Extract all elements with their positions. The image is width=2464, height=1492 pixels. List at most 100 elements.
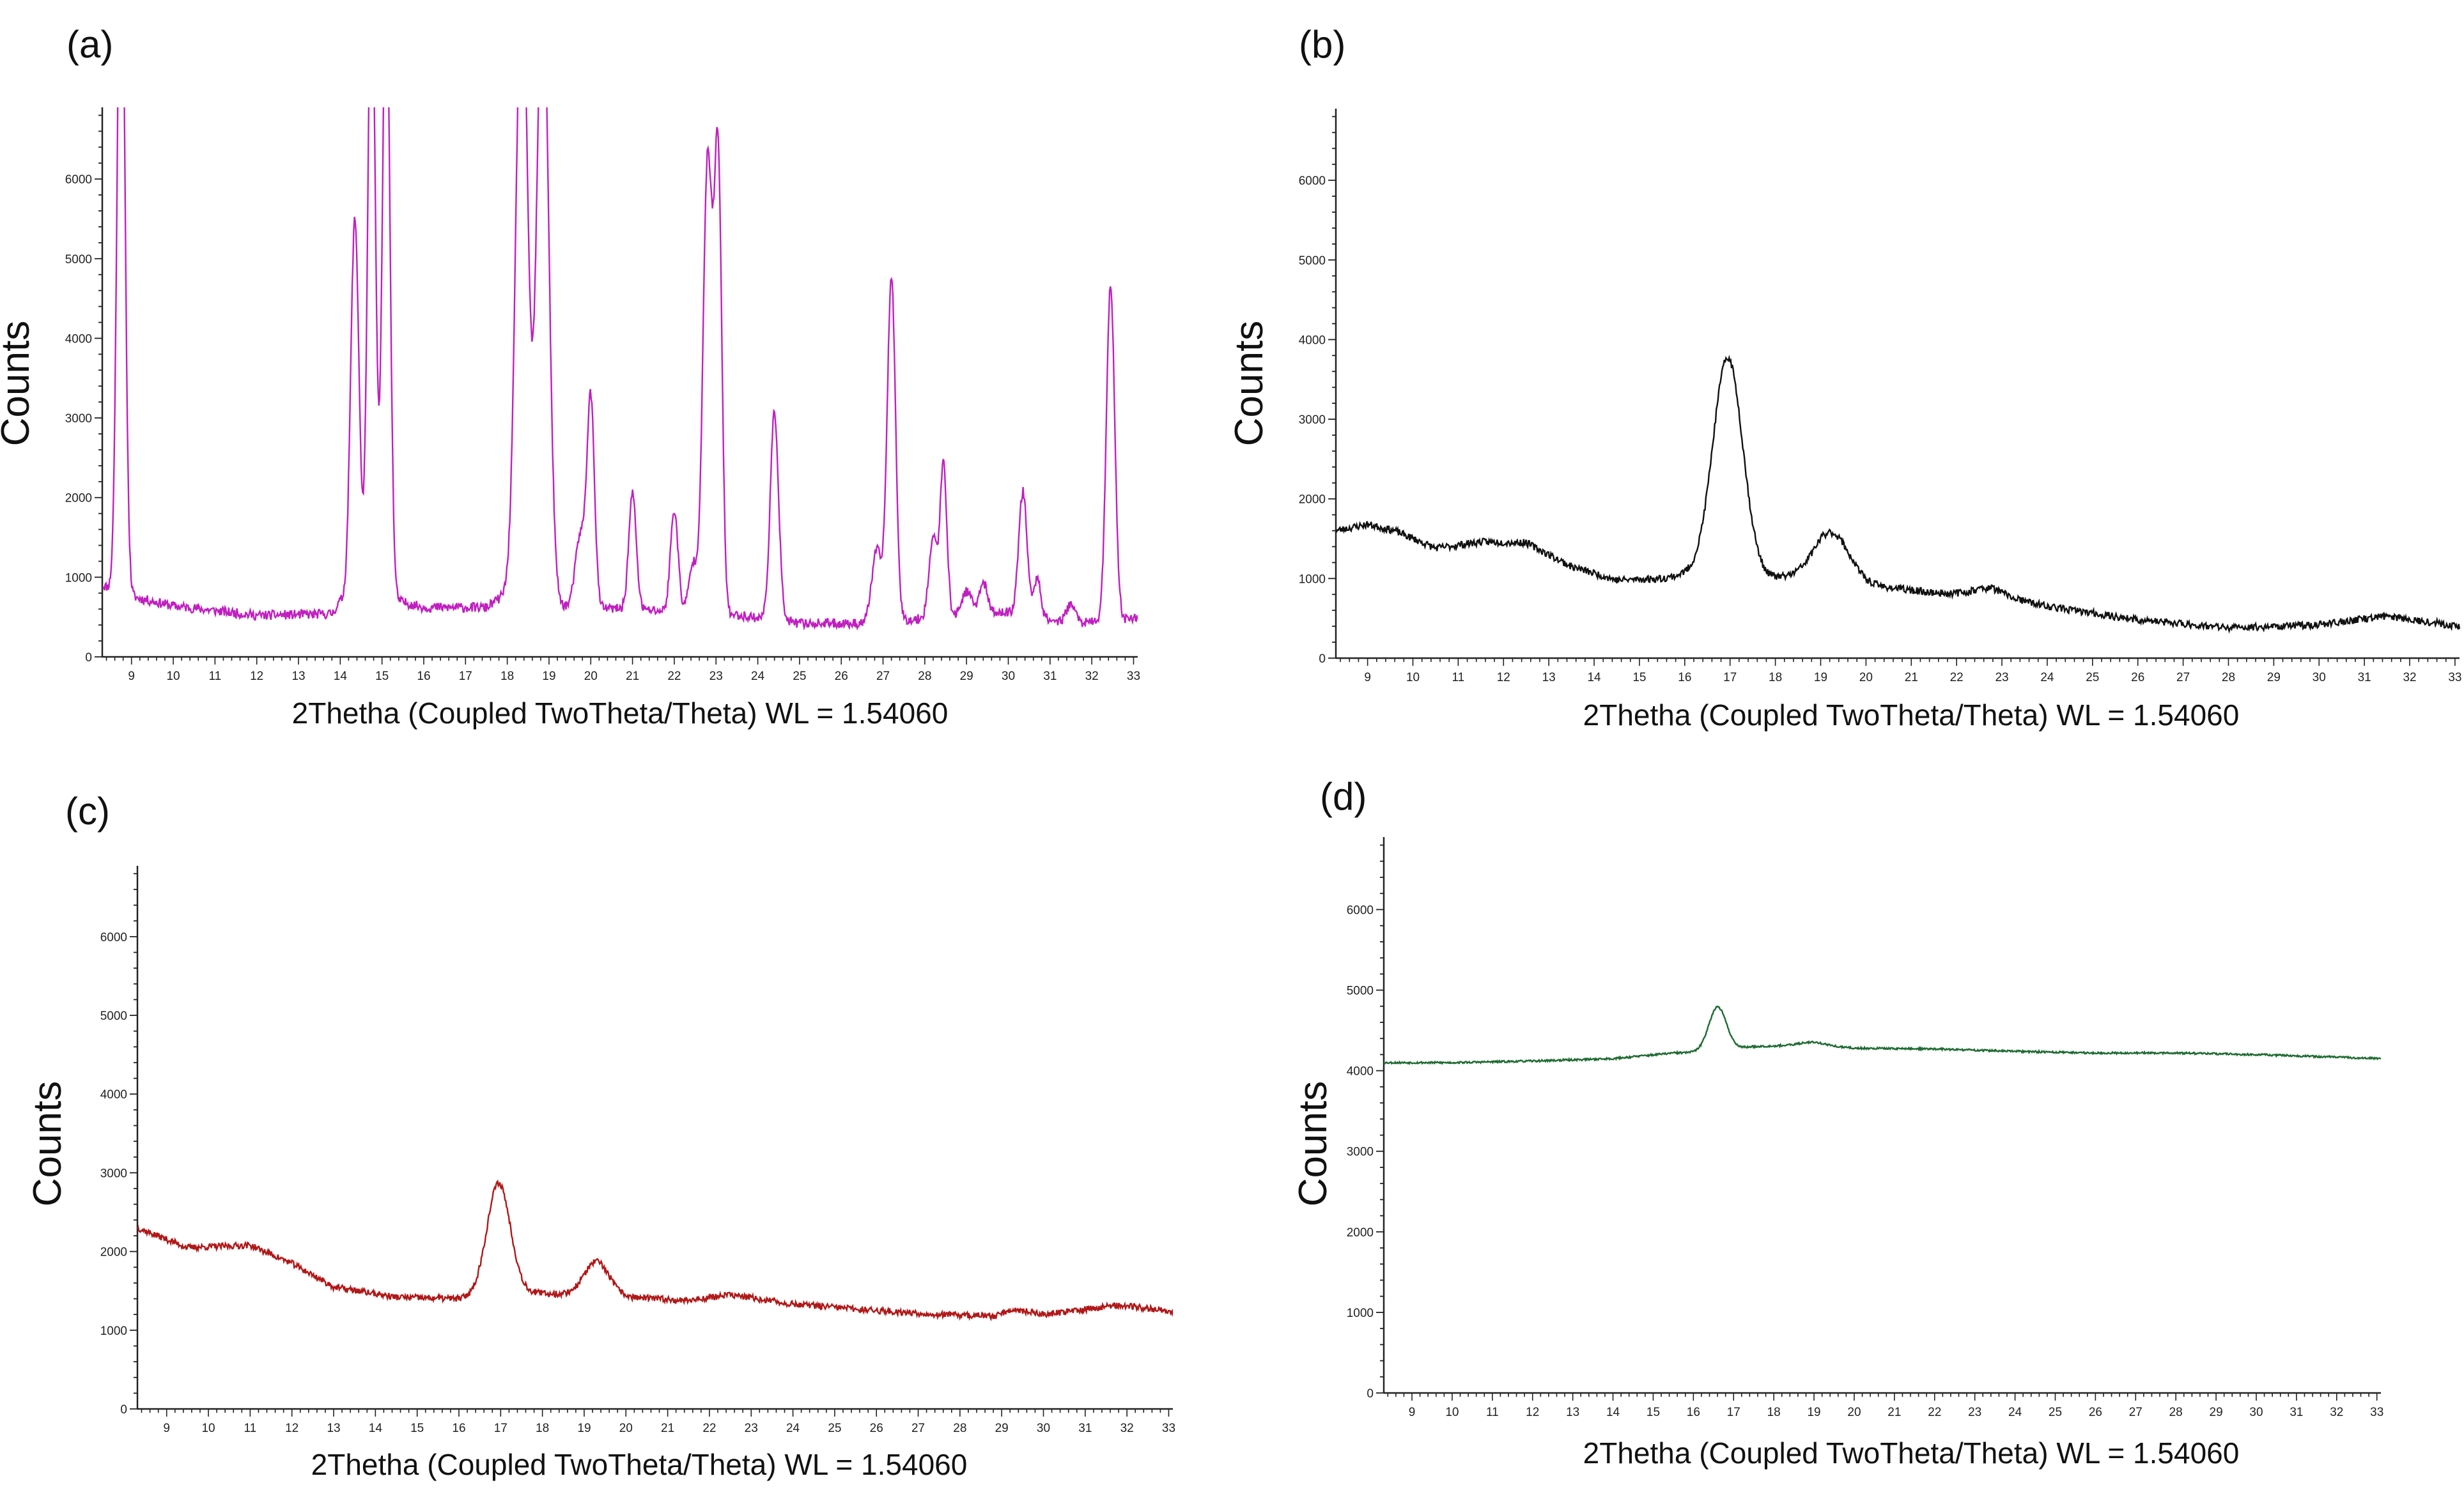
x-tick-label: 13 xyxy=(327,1422,340,1435)
x-tick-label: 26 xyxy=(870,1422,883,1435)
x-tick-label: 31 xyxy=(1078,1422,1092,1435)
x-tick-label: 21 xyxy=(626,670,639,683)
x-tick-label: 16 xyxy=(1678,671,1691,684)
x-tick-label: 23 xyxy=(745,1422,758,1435)
x-tick-label: 13 xyxy=(1566,1406,1579,1419)
y-tick-label: 1000 xyxy=(100,1325,127,1338)
x-tick-label: 26 xyxy=(2089,1406,2102,1419)
y-tick-label: 2000 xyxy=(65,492,92,505)
x-tick-label: 28 xyxy=(918,670,931,683)
x-tick-label: 14 xyxy=(369,1422,383,1435)
x-tick-label: 9 xyxy=(128,670,135,683)
x-tick-label: 22 xyxy=(667,670,681,683)
panel-label-c: (c) xyxy=(65,790,110,833)
y-tick-label: 4000 xyxy=(1347,1065,1374,1079)
panel-c-series-line xyxy=(137,1179,1173,1321)
x-tick-label: 19 xyxy=(1807,1406,1820,1419)
y-tick-label: 1000 xyxy=(1347,1307,1374,1320)
x-tick-label: 22 xyxy=(702,1422,716,1435)
x-tick-label: 21 xyxy=(1905,671,1918,684)
x-tick-label: 29 xyxy=(2267,671,2281,684)
x-tick-label: 26 xyxy=(835,670,848,683)
x-tick-label: 31 xyxy=(2290,1406,2303,1419)
x-tick-label: 18 xyxy=(500,670,514,683)
x-tick-label: 27 xyxy=(876,670,890,683)
x-tick-label: 11 xyxy=(209,670,222,683)
x-tick-label: 20 xyxy=(1859,671,1873,684)
x-tick-label: 19 xyxy=(542,670,555,683)
x-tick-label: 15 xyxy=(410,1422,424,1435)
panel-d-series-line xyxy=(1384,1005,2381,1065)
panel-a-series-line xyxy=(102,107,1138,631)
x-tick-label: 24 xyxy=(2008,1406,2022,1419)
x-tick-label: 9 xyxy=(163,1422,170,1435)
y-tick-label: 0 xyxy=(1367,1387,1374,1401)
x-tick-label: 20 xyxy=(584,670,598,683)
x-tick-label: 25 xyxy=(828,1422,841,1435)
x-tick-label: 10 xyxy=(1445,1406,1459,1419)
x-tick-label: 24 xyxy=(751,670,765,683)
x-tick-label: 19 xyxy=(1814,671,1827,684)
x-tick-label: 10 xyxy=(201,1422,215,1435)
x-tick-label: 27 xyxy=(911,1422,925,1435)
x-tick-label: 14 xyxy=(1587,671,1601,684)
panel-d: 0 1000 2000 3000 4000 5000 6000 9 10 11 12 13 14 15 16… xyxy=(1291,837,2383,1470)
y-tick-label: 3000 xyxy=(65,412,92,426)
x-tick-label: 23 xyxy=(1995,671,2008,684)
x-tick-label: 13 xyxy=(291,670,305,683)
x-tick-label: 30 xyxy=(1037,1422,1050,1435)
x-tick-label: 9 xyxy=(1409,1406,1416,1419)
panel-c-xlabel: 2Thetha (Coupled TwoTheta/Theta) WL = 1.… xyxy=(311,1448,968,1481)
x-tick-label: 25 xyxy=(2086,671,2099,684)
x-tick-label: 14 xyxy=(334,670,348,683)
x-tick-label: 32 xyxy=(1120,1422,1134,1435)
y-tick-label: 2000 xyxy=(1347,1226,1374,1240)
x-tick-label: 31 xyxy=(1043,670,1057,683)
y-tick-label: 4000 xyxy=(65,332,92,346)
x-tick-label: 11 xyxy=(1452,671,1465,684)
x-tick-label: 22 xyxy=(1928,1406,1941,1419)
y-tick-label: 4000 xyxy=(100,1088,127,1102)
x-tick-label: 12 xyxy=(285,1422,298,1435)
x-tick-label: 15 xyxy=(1647,1406,1660,1419)
x-tick-label: 20 xyxy=(1847,1406,1861,1419)
x-tick-label: 28 xyxy=(2169,1406,2183,1419)
x-tick-label: 13 xyxy=(1542,671,1556,684)
x-tick-label: 29 xyxy=(995,1422,1009,1435)
panel-c: 0 1000 2000 3000 4000 5000 6000 9 10 11 12 13 14 15 16… xyxy=(26,866,1175,1481)
x-tick-label: 33 xyxy=(1127,670,1140,683)
x-tick-label: 14 xyxy=(1606,1406,1620,1419)
x-tick-label: 30 xyxy=(2249,1406,2263,1419)
x-tick-label: 27 xyxy=(2129,1406,2142,1419)
x-tick-label: 12 xyxy=(1526,1406,1539,1419)
y-tick-label: 5000 xyxy=(1299,254,1326,268)
y-tick-label: 6000 xyxy=(65,173,92,187)
y-tick-label: 6000 xyxy=(1347,904,1374,917)
x-tick-label: 11 xyxy=(244,1422,257,1435)
panel-label-b: (b) xyxy=(1299,23,1345,66)
x-tick-label: 10 xyxy=(166,670,180,683)
x-tick-label: 17 xyxy=(1727,1406,1740,1419)
x-tick-label: 18 xyxy=(1769,671,1782,684)
x-tick-label: 16 xyxy=(452,1422,465,1435)
x-tick-label: 12 xyxy=(1497,671,1510,684)
panel-b-marks: 0 1000 2000 3000 4000 5000 6000 9 10 11 12 13 14 15 16… xyxy=(1299,109,2461,684)
x-tick-label: 30 xyxy=(1002,670,1015,683)
y-tick-label: 6000 xyxy=(1299,174,1326,188)
x-tick-label: 9 xyxy=(1364,671,1371,684)
x-tick-label: 17 xyxy=(459,670,472,683)
panel-a-xlabel: 2Thetha (Coupled TwoTheta/Theta) WL = 1.… xyxy=(292,696,949,730)
y-tick-label: 5000 xyxy=(100,1010,127,1023)
y-tick-label: 1000 xyxy=(65,571,92,585)
y-tick-label: 4000 xyxy=(1299,334,1326,347)
panel-b-xlabel: 2Thetha (Coupled TwoTheta/Theta) WL = 1.… xyxy=(1583,698,2240,732)
x-tick-label: 32 xyxy=(2330,1406,2343,1419)
y-tick-label: 2000 xyxy=(1299,493,1326,507)
x-tick-label: 17 xyxy=(1723,671,1737,684)
x-tick-label: 32 xyxy=(2403,671,2416,684)
x-tick-label: 33 xyxy=(2370,1406,2383,1419)
x-tick-label: 26 xyxy=(2131,671,2144,684)
x-tick-label: 27 xyxy=(2176,671,2190,684)
x-tick-label: 33 xyxy=(2448,671,2461,684)
